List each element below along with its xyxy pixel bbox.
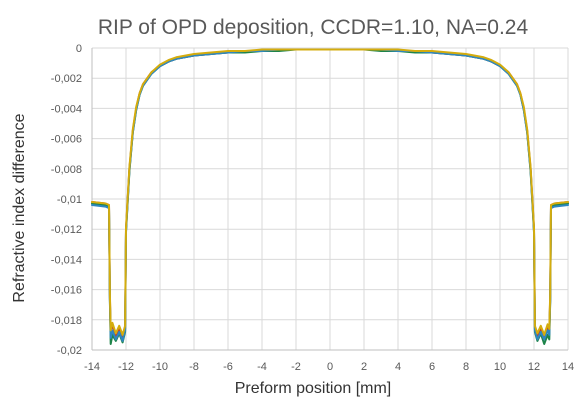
- chart-title: RIP of OPD deposition, CCDR=1.10, NA=0.2…: [98, 16, 529, 39]
- x-tick-label: 2: [361, 361, 367, 373]
- y-tick-label: -0,02: [57, 345, 82, 357]
- series-line-4: [91, 48, 569, 336]
- y-tick-label: -0,018: [51, 315, 82, 327]
- y-tick-label: -0,014: [51, 254, 82, 266]
- y-tick-label: -0,012: [51, 224, 82, 236]
- series-layer: [91, 48, 569, 345]
- x-tick-label: -8: [189, 361, 199, 373]
- y-axis-label: Refractive index difference: [11, 113, 28, 302]
- x-tick-label: -10: [152, 361, 168, 373]
- tick-label-layer: 0 -0,002 -0,004 -0,006 -0,008 -0,01 -0,012 -0,0…: [51, 43, 574, 373]
- y-tick-label: -0,004: [51, 103, 82, 115]
- x-tick-label: 14: [562, 361, 574, 373]
- axis-layer: [91, 48, 568, 351]
- x-tick-label: -6: [223, 361, 233, 373]
- x-tick-label: -2: [291, 361, 301, 373]
- y-tick-label: -0,002: [51, 73, 82, 85]
- x-tick-label: -4: [257, 361, 267, 373]
- x-tick-label: 10: [494, 361, 506, 373]
- y-tick-label: -0,006: [51, 134, 82, 146]
- x-tick-label: 0: [327, 361, 333, 373]
- x-tick-label: 6: [429, 361, 435, 373]
- y-tick-label: -0,01: [57, 194, 82, 206]
- x-axis-label: Preform position [mm]: [235, 380, 391, 397]
- x-tick-label: -14: [84, 361, 100, 373]
- x-tick-label: 8: [463, 361, 469, 373]
- x-tick-label: 4: [395, 361, 401, 373]
- x-tick-label: -12: [118, 361, 134, 373]
- y-tick-label: -0,016: [51, 285, 82, 297]
- y-tick-label: 0: [76, 43, 82, 55]
- y-tick-label: -0,008: [51, 164, 82, 176]
- x-tick-label: 12: [528, 361, 540, 373]
